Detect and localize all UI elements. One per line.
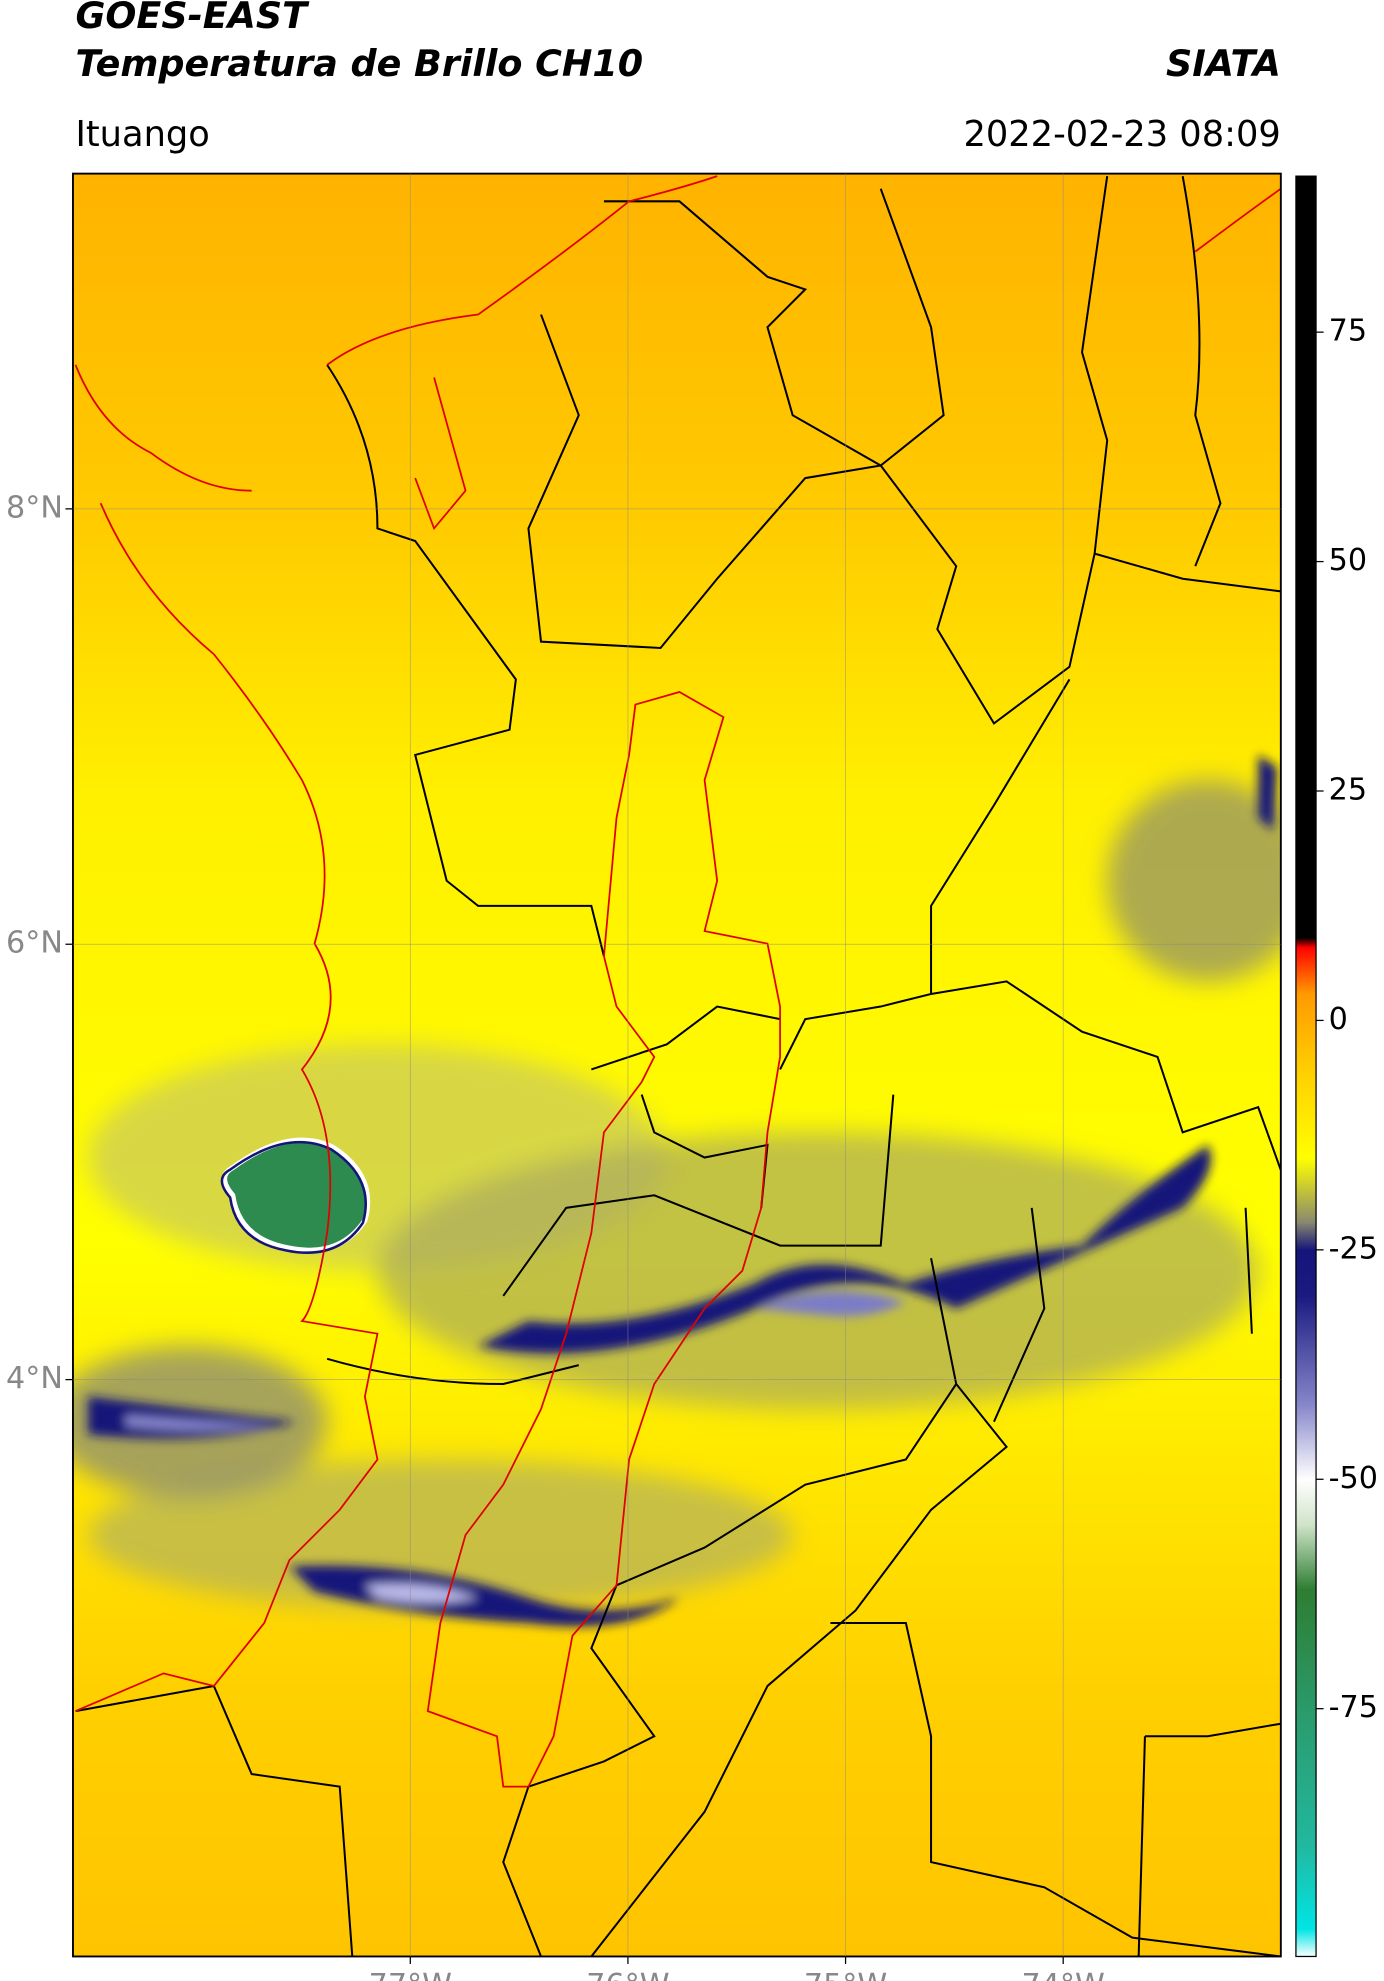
colorbar-segment bbox=[1295, 1525, 1317, 1591]
organization: SIATA bbox=[1166, 42, 1281, 85]
colorbar-segment bbox=[1295, 1405, 1317, 1480]
lat-tick-label: 6°N bbox=[6, 926, 63, 961]
datetime: 2022-02-23 08:09 bbox=[963, 114, 1280, 155]
colorbar: 75 50 25 0 -25 -50 -75 bbox=[1295, 175, 1378, 1958]
colorbar-segment bbox=[1295, 1222, 1317, 1251]
lat-tick-label: 4°N bbox=[6, 1361, 63, 1396]
graticule bbox=[72, 173, 1281, 1957]
map-image bbox=[72, 173, 1281, 1957]
colorbar-segment bbox=[1295, 1479, 1317, 1526]
colorbar-segment bbox=[1295, 1295, 1317, 1407]
colorbar-tick-label: 75 bbox=[1329, 314, 1367, 349]
lat-tick-label: 8°N bbox=[6, 490, 63, 525]
cold-cloud-edge bbox=[220, 1140, 367, 1254]
colorbar-tick-label: 50 bbox=[1329, 543, 1367, 578]
colorbar-tick-label: 0 bbox=[1329, 1002, 1348, 1037]
map-ticks: 77°W 76°W 75°W 74°W 8°N 6°N 4°N bbox=[6, 490, 1105, 1981]
location: Ituango bbox=[75, 114, 209, 155]
satellite-title: GOES-EAST bbox=[75, 0, 310, 37]
admin-borders bbox=[75, 175, 1281, 1957]
colorbar-tick-label: -75 bbox=[1329, 1690, 1378, 1725]
colorbar-segment bbox=[1295, 1589, 1317, 1710]
cloud-field bbox=[72, 780, 1281, 1611]
colorbar-segment bbox=[1295, 992, 1317, 1067]
lon-tick-label: 76°W bbox=[586, 1968, 669, 1981]
lon-tick-label: 77°W bbox=[369, 1968, 452, 1981]
colorbar-tick-label: 25 bbox=[1329, 772, 1367, 807]
colorbar-segment bbox=[1295, 937, 1317, 948]
colorbar-tick-label: -25 bbox=[1329, 1231, 1378, 1266]
colorbar-segment bbox=[1295, 947, 1317, 994]
deep-convection bbox=[88, 754, 1278, 1627]
colorbar-segment bbox=[1295, 1846, 1317, 1930]
colorbar-segment bbox=[1295, 1249, 1317, 1297]
product-title: Temperatura de Brillo CH10 bbox=[75, 42, 643, 85]
lon-tick-label: 75°W bbox=[804, 1968, 887, 1981]
colorbar-segment bbox=[1295, 1708, 1317, 1847]
colorbar-segment bbox=[1295, 176, 1317, 939]
colorbar-frame bbox=[1295, 175, 1317, 1958]
map-frame bbox=[72, 172, 1282, 1958]
lon-tick-label: 74°W bbox=[1022, 1968, 1105, 1981]
colorbar-segment bbox=[1295, 1158, 1317, 1223]
colorbar-tick-label: -50 bbox=[1329, 1461, 1378, 1496]
colorbar-segment bbox=[1295, 1928, 1317, 1958]
country-and-basin-lines bbox=[74, 175, 1281, 1788]
colorbar-segment bbox=[1295, 1066, 1317, 1159]
